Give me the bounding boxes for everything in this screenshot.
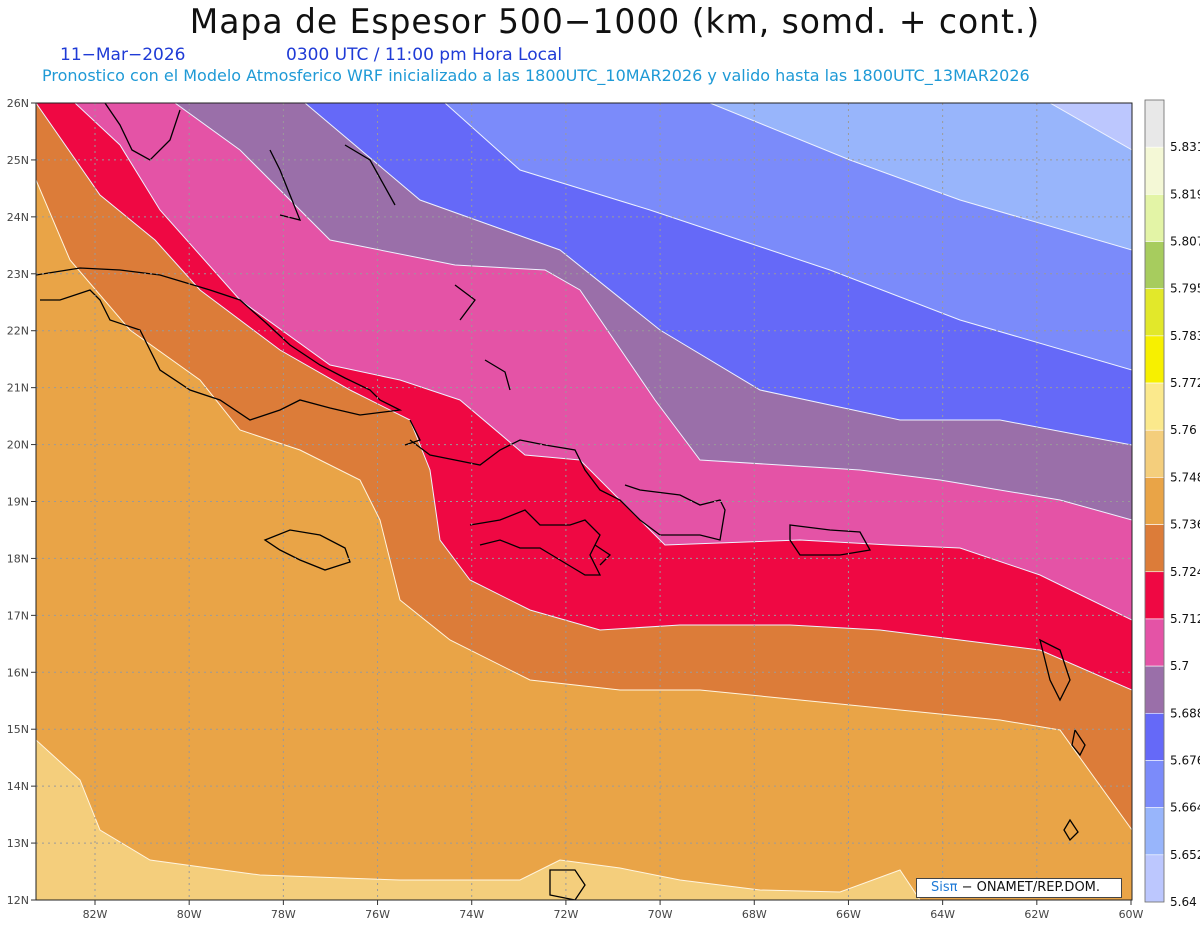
valid-date: 11−Mar−2026	[60, 45, 186, 65]
colorbar-label: 5.664	[1170, 801, 1200, 815]
lat-label: 14N	[7, 780, 29, 793]
colorbar-swatch	[1144, 429, 1165, 478]
lat-label: 24N	[7, 211, 29, 224]
colorbar-label: 5.7	[1170, 659, 1189, 673]
colorbar-label: 5.688	[1170, 706, 1200, 720]
latitude-axis: 26N 25N 24N 23N 22N 21N 20N 19N 18N 17N 16N 15N 14N 1…	[7, 97, 36, 907]
colorbar-label: 5.64	[1170, 895, 1197, 909]
colorbar-label: 5.748	[1170, 470, 1200, 484]
onamet-credit: − ONAMET/REP.DOM.	[961, 880, 1101, 895]
lat-label: 13N	[7, 837, 29, 850]
colorbar-swatch	[1144, 288, 1165, 337]
lat-label: 12N	[7, 894, 29, 907]
colorbar-swatch	[1144, 241, 1165, 290]
colorbar: 5.831 5.819 5.807 5.795 5.783 5.772 5.76 5.748 5…	[1144, 99, 1200, 909]
colorbar-swatch	[1144, 99, 1165, 148]
lat-label: 23N	[7, 268, 29, 281]
colorbar-label: 5.819	[1170, 187, 1200, 201]
colorbar-label: 5.736	[1170, 518, 1200, 532]
map-title: Mapa de Espesor 500−1000 (km, somd. + co…	[189, 2, 1041, 42]
colorbar-swatch	[1144, 854, 1165, 903]
colorbar-label: 5.676	[1170, 753, 1200, 767]
colorbar-label: 5.76	[1170, 423, 1197, 437]
lat-label: 15N	[7, 723, 29, 736]
coastlines	[36, 103, 1086, 900]
forecast-description: Pronostico con el Modelo Atmosferico WRF…	[42, 66, 1030, 85]
colorbar-swatch	[1144, 524, 1165, 573]
lon-label: 64W	[930, 908, 955, 921]
colorbar-swatch	[1144, 760, 1165, 808]
lon-label: 78W	[271, 908, 296, 921]
lat-label: 19N	[7, 496, 29, 509]
colorbar-swatch	[1144, 807, 1165, 856]
colorbar-label: 5.795	[1170, 282, 1200, 296]
lon-label: 80W	[177, 908, 202, 921]
colorbar-label: 5.772	[1170, 376, 1200, 390]
lon-label: 66W	[836, 908, 861, 921]
valid-time: 0300 UTC / 11:00 pm Hora Local	[286, 45, 563, 65]
lat-label: 20N	[7, 439, 29, 452]
lon-label: 60W	[1119, 908, 1144, 921]
colorbar-swatch	[1144, 618, 1165, 667]
colorbar-swatch	[1144, 382, 1165, 431]
colorbar-label: 5.783	[1170, 329, 1200, 343]
lat-label: 18N	[7, 552, 29, 565]
colorbar-swatch	[1144, 477, 1165, 525]
lon-label: 82W	[83, 908, 108, 921]
colorbar-swatch	[1144, 146, 1165, 195]
sispi-logo: Sisπ	[931, 880, 958, 895]
lat-label: 25N	[7, 154, 29, 167]
lat-label: 22N	[7, 325, 29, 338]
lon-label: 70W	[648, 908, 673, 921]
lat-label: 16N	[7, 666, 29, 679]
colorbar-swatch	[1144, 194, 1165, 242]
lat-label: 21N	[7, 382, 29, 395]
longitude-axis: 82W 80W 78W 76W 74W 72W 70W 68W 66W 64W 62W 60W	[83, 900, 1144, 921]
colorbar-swatch	[1144, 571, 1165, 620]
colorbar-label: 5.712	[1170, 612, 1200, 626]
lat-label: 26N	[7, 97, 29, 110]
lon-label: 68W	[742, 908, 767, 921]
lon-label: 72W	[553, 908, 578, 921]
colorbar-swatch	[1144, 712, 1165, 761]
lat-label: 17N	[7, 609, 29, 622]
colorbar-label: 5.807	[1170, 235, 1200, 249]
graticule	[36, 103, 1132, 900]
colorbar-swatch	[1144, 665, 1165, 714]
colorbar-label: 5.724	[1170, 565, 1200, 579]
credit-box: Sisπ − ONAMET/REP.DOM.	[916, 878, 1122, 898]
colorbar-label: 5.652	[1170, 848, 1200, 862]
colorbar-swatch	[1144, 335, 1165, 384]
colorbar-label: 5.831	[1170, 140, 1200, 154]
lon-label: 76W	[365, 908, 390, 921]
lon-label: 62W	[1024, 908, 1049, 921]
lon-label: 74W	[459, 908, 484, 921]
